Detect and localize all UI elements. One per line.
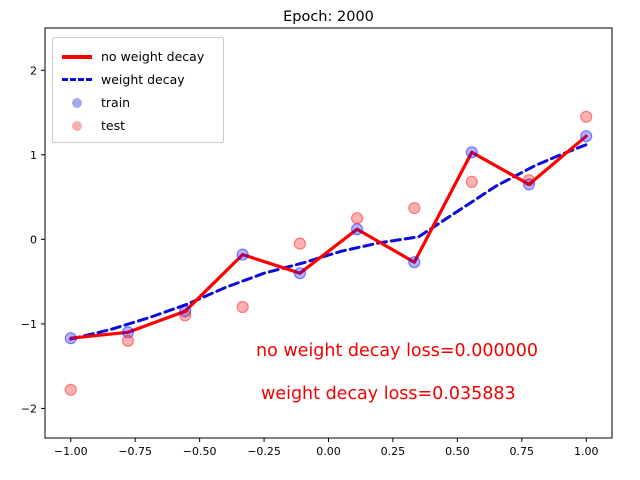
- legend-item-weight-decay: weight decay: [61, 68, 215, 91]
- legend-item-no-weight-decay: no weight decay: [61, 45, 215, 68]
- legend-item-test: test: [61, 114, 215, 137]
- svg-text:−0.50: −0.50: [183, 445, 217, 458]
- legend-label: no weight decay: [101, 49, 205, 64]
- loss-annotation-weight-decay: weight decay loss=0.035883: [261, 384, 516, 404]
- loss-annotation-no-weight-decay: no weight decay loss=0.000000: [256, 341, 539, 361]
- svg-text:0.50: 0.50: [445, 445, 470, 458]
- x-axis: −1.00 −0.75 −0.50 −0.25 0.00 0.25 0.50 0.75 1.00: [54, 438, 599, 458]
- svg-text:−2: −2: [21, 402, 37, 415]
- svg-text:0.75: 0.75: [510, 445, 535, 458]
- chart-title: Epoch: 2000: [283, 9, 374, 25]
- legend: no weight decay weight decay train test: [52, 37, 224, 143]
- svg-text:−0.25: −0.25: [247, 445, 281, 458]
- y-axis: −2 −1 0 1 2: [21, 64, 45, 415]
- svg-text:0: 0: [30, 233, 37, 246]
- svg-text:1.00: 1.00: [574, 445, 599, 458]
- test-marker-icon: [61, 120, 93, 131]
- red-line-swatch-icon: [61, 54, 93, 59]
- scatter-train: [64, 130, 593, 345]
- svg-text:1: 1: [30, 149, 37, 162]
- blue-dashed-line-swatch-icon: [61, 78, 93, 81]
- legend-label: weight decay: [101, 72, 185, 87]
- svg-text:2: 2: [30, 64, 37, 77]
- svg-text:0.00: 0.00: [316, 445, 341, 458]
- train-marker-icon: [61, 97, 93, 108]
- legend-label: test: [101, 118, 126, 133]
- legend-item-train: train: [61, 91, 215, 114]
- svg-text:−1: −1: [21, 318, 37, 331]
- legend-label: train: [101, 95, 131, 110]
- scatter-test: [64, 110, 593, 396]
- line-weight-decay: [69, 143, 588, 341]
- svg-text:0.25: 0.25: [381, 445, 406, 458]
- line-no-weight-decay: [69, 134, 588, 340]
- svg-text:−1.00: −1.00: [54, 445, 88, 458]
- svg-text:−0.75: −0.75: [118, 445, 152, 458]
